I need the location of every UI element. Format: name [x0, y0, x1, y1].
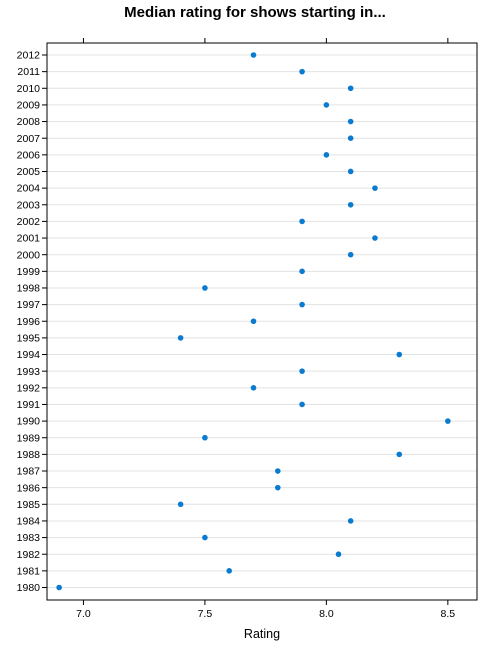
data-point: [299, 301, 305, 308]
data-point: [372, 235, 378, 241]
x-tick-label: 8.0: [319, 608, 334, 620]
data-point: [250, 318, 257, 325]
y-tick-label: 2003: [17, 199, 41, 211]
y-tick-label: 1986: [17, 482, 41, 494]
chart-title: Median rating for shows starting in...: [124, 4, 386, 21]
y-tick-label: 1993: [17, 366, 41, 378]
y-tick-label: 2001: [17, 233, 41, 245]
y-tick-label: 2005: [17, 166, 41, 178]
data-point: [323, 102, 330, 108]
y-tick-label: 2012: [17, 50, 41, 62]
data-point: [299, 268, 305, 275]
y-tick-label: 1999: [17, 266, 41, 278]
data-point: [347, 201, 354, 208]
y-tick-label: 1988: [17, 449, 41, 461]
y-tick-label: 2010: [17, 83, 41, 95]
data-point: [299, 218, 305, 225]
data-point: [347, 168, 354, 175]
data-point: [372, 185, 378, 191]
data-point: [396, 351, 403, 358]
data-point: [323, 152, 330, 158]
x-tick-label: 7.0: [76, 608, 91, 620]
y-tick-label: 1983: [17, 532, 41, 544]
data-point: [202, 534, 208, 541]
data-point: [202, 434, 208, 441]
y-tick-label: 2008: [17, 116, 41, 128]
y-tick-label: 1982: [17, 549, 41, 561]
data-point: [274, 468, 281, 474]
y-tick-label: 1989: [17, 432, 41, 444]
y-tick-label: 2002: [17, 216, 41, 228]
grid-lines: [47, 54, 477, 588]
y-tick-label: 1995: [17, 332, 41, 344]
y-tick-label: 2007: [17, 133, 41, 145]
data-points: [56, 52, 451, 591]
data-point: [347, 518, 354, 524]
data-point: [347, 251, 354, 258]
x-tick-label: 8.5: [441, 608, 456, 620]
y-tick-label: 2000: [17, 249, 41, 261]
y-tick-label: 1985: [17, 499, 41, 511]
y-tick-label: 2006: [17, 149, 41, 161]
data-point: [56, 584, 62, 591]
data-point: [177, 501, 184, 508]
data-point: [347, 135, 354, 142]
data-point: [396, 451, 403, 458]
y-tick-label: 1984: [17, 516, 41, 528]
data-point: [177, 335, 184, 341]
data-point: [250, 52, 257, 58]
y-tick-label: 1981: [17, 565, 41, 577]
y-tick-label: 1980: [17, 582, 41, 594]
y-tick-label: 1991: [17, 399, 41, 411]
y-tick-label: 2004: [17, 183, 41, 195]
data-point: [445, 418, 451, 424]
y-tick-label: 1992: [17, 382, 41, 394]
x-axis-label: Rating: [244, 627, 280, 641]
tick-labels: 1980 1981 1982 1983 1984 1985 1986 1987 1988 1989…: [17, 50, 456, 620]
data-point: [299, 368, 305, 374]
y-tick-label: 1994: [17, 349, 41, 361]
data-point: [347, 85, 354, 92]
y-tick-label: 1987: [17, 466, 41, 478]
y-tick-label: 2009: [17, 100, 41, 112]
data-point: [250, 385, 257, 391]
x-tick-label: 7.5: [198, 608, 213, 620]
data-point: [274, 484, 281, 491]
data-point: [347, 118, 354, 125]
y-tick-label: 1990: [17, 416, 41, 428]
data-point: [299, 401, 305, 408]
data-point: [335, 551, 342, 558]
data-point: [202, 285, 208, 291]
y-tick-label: 1997: [17, 299, 41, 311]
y-tick-label: 2011: [17, 66, 40, 78]
data-point: [299, 68, 305, 75]
y-tick-label: 1996: [17, 316, 41, 328]
axis-ticks: [42, 38, 449, 605]
y-tick-label: 1998: [17, 283, 41, 295]
data-point: [226, 568, 233, 574]
